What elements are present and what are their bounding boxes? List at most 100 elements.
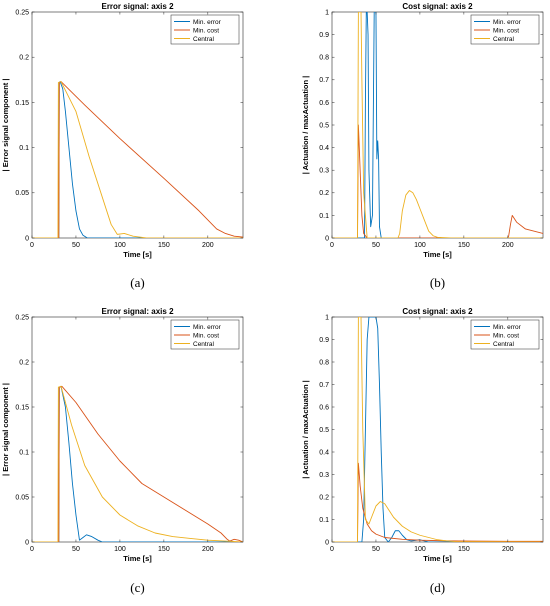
y-tick-label: 0.1 — [319, 213, 329, 220]
y-tick-label: 0.8 — [319, 55, 329, 62]
series-line-central — [332, 12, 543, 238]
legend-entry: Central — [493, 341, 515, 348]
y-tick-label: 0.7 — [319, 77, 329, 84]
y-tick-label: 0.4 — [319, 145, 329, 152]
series-group — [32, 81, 243, 238]
x-tick-label: 150 — [158, 546, 170, 553]
legend-entry: Min. cost — [493, 27, 519, 34]
y-tick-label: 0.2 — [19, 359, 29, 366]
chart-panel-d: 0 50 100 150 200 0 0.1 0.2 0.3 0.4 0.5 0.6 0.7 0.8 0.9… — [301, 307, 544, 595]
x-tick-label: 50 — [372, 242, 380, 249]
x-tick-label: 150 — [158, 242, 170, 249]
x-axis-label: Time [s] — [123, 554, 152, 563]
y-tick-label: 0.6 — [319, 100, 329, 107]
y-tick-label: 0.25 — [15, 314, 29, 321]
y-tick-label: 0 — [325, 235, 329, 242]
x-tick-label: 100 — [114, 242, 126, 249]
subfigure-caption: (d) — [430, 580, 445, 595]
y-tick-label: 0 — [25, 235, 29, 242]
chart-title: Cost signal: axis 2 — [402, 307, 473, 316]
legend-entry: Central — [493, 36, 515, 43]
chart-title: Error signal: axis 2 — [101, 307, 174, 316]
x-tick-label: 50 — [72, 242, 80, 249]
x-tick-label: 0 — [330, 546, 334, 553]
y-tick-label: 0.1 — [19, 145, 29, 152]
legend-entry: Min. error — [193, 324, 222, 331]
series-line-central — [332, 317, 543, 542]
y-tick-label: 0.1 — [319, 517, 329, 524]
legend-entry: Min. error — [193, 19, 222, 26]
legend-entry: Central — [193, 341, 215, 348]
y-tick-label: 0 — [25, 539, 29, 546]
chart-title: Error signal: axis 2 — [101, 2, 174, 11]
legend-entry: Min. cost — [193, 332, 219, 339]
subfigure-caption: (a) — [130, 275, 144, 290]
x-tick-label: 50 — [372, 546, 380, 553]
y-tick-label: 0.2 — [319, 190, 329, 197]
y-tick-label: 1 — [325, 314, 329, 321]
series-line-min-cost — [332, 124, 543, 238]
y-tick-label: 0.25 — [15, 9, 29, 16]
x-tick-label: 200 — [502, 546, 514, 553]
y-tick-label: 0.05 — [15, 190, 29, 197]
x-tick-label: 200 — [202, 546, 214, 553]
y-tick-label: 0.05 — [15, 494, 29, 501]
chart-panel-b: 0 50 100 150 200 0 0.1 0.2 0.3 0.4 0.5 0.6 0.7 0.8 0.9… — [301, 2, 544, 290]
y-axis-label: | Error signal component | — [1, 383, 10, 476]
series-line-central — [32, 81, 243, 238]
series-group — [332, 12, 543, 238]
y-tick-label: 0.2 — [319, 494, 329, 501]
y-tick-label: 0.1 — [19, 449, 29, 456]
x-tick-label: 50 — [72, 546, 80, 553]
y-tick-label: 0.15 — [15, 100, 29, 107]
y-tick-label: 0.3 — [319, 168, 329, 175]
y-tick-label: 0.5 — [319, 122, 329, 129]
series-line-min-error — [332, 12, 543, 238]
y-tick-label: 1 — [325, 9, 329, 16]
x-axis-label: Time [s] — [423, 250, 452, 259]
legend-entry: Min. cost — [493, 332, 519, 339]
x-tick-label: 0 — [30, 242, 34, 249]
subfigure-caption: (c) — [130, 580, 144, 595]
x-axis-label: Time [s] — [123, 250, 152, 259]
subfigure-caption: (b) — [430, 275, 445, 290]
series-line-central — [32, 385, 243, 542]
legend-entry: Min. error — [493, 324, 522, 331]
y-axis-label: | Actuation / maxActuation | — [301, 380, 310, 479]
y-tick-label: 0.6 — [319, 404, 329, 411]
plot-area — [31, 11, 244, 239]
y-tick-label: 0.8 — [319, 359, 329, 366]
y-tick-label: 0.9 — [319, 32, 329, 39]
x-tick-label: 100 — [414, 546, 426, 553]
y-tick-label: 0 — [325, 539, 329, 546]
x-tick-label: 150 — [458, 242, 470, 249]
y-tick-label: 0.7 — [319, 382, 329, 389]
x-tick-label: 0 — [30, 546, 34, 553]
chart-panel-a: 0 50 100 150 200 0 0.05 0.1 0.15 0.2 0.25 Error sig… — [1, 2, 244, 290]
y-axis-label: | Error signal component | — [1, 79, 10, 172]
x-tick-label: 200 — [202, 242, 214, 249]
plot-area — [31, 316, 244, 543]
x-tick-label: 100 — [414, 242, 426, 249]
y-axis-label: | Actuation / maxActuation | — [301, 76, 310, 175]
chart-title: Cost signal: axis 2 — [402, 2, 473, 11]
y-tick-label: 0.2 — [19, 55, 29, 62]
legend-entry: Min. error — [493, 19, 522, 26]
y-tick-label: 0.9 — [319, 337, 329, 344]
x-tick-label: 0 — [330, 242, 334, 249]
y-tick-label: 0.3 — [319, 472, 329, 479]
series-group — [32, 385, 243, 542]
plot-area — [331, 11, 544, 239]
y-tick-label: 0.15 — [15, 404, 29, 411]
legend-entry: Central — [193, 36, 215, 43]
x-axis-label: Time [s] — [423, 554, 452, 563]
y-tick-label: 0.4 — [319, 449, 329, 456]
legend-entry: Min. cost — [193, 27, 219, 34]
chart-panel-c: 0 50 100 150 200 0 0.05 0.1 0.15 0.2 0.25 Error sig… — [1, 307, 244, 595]
